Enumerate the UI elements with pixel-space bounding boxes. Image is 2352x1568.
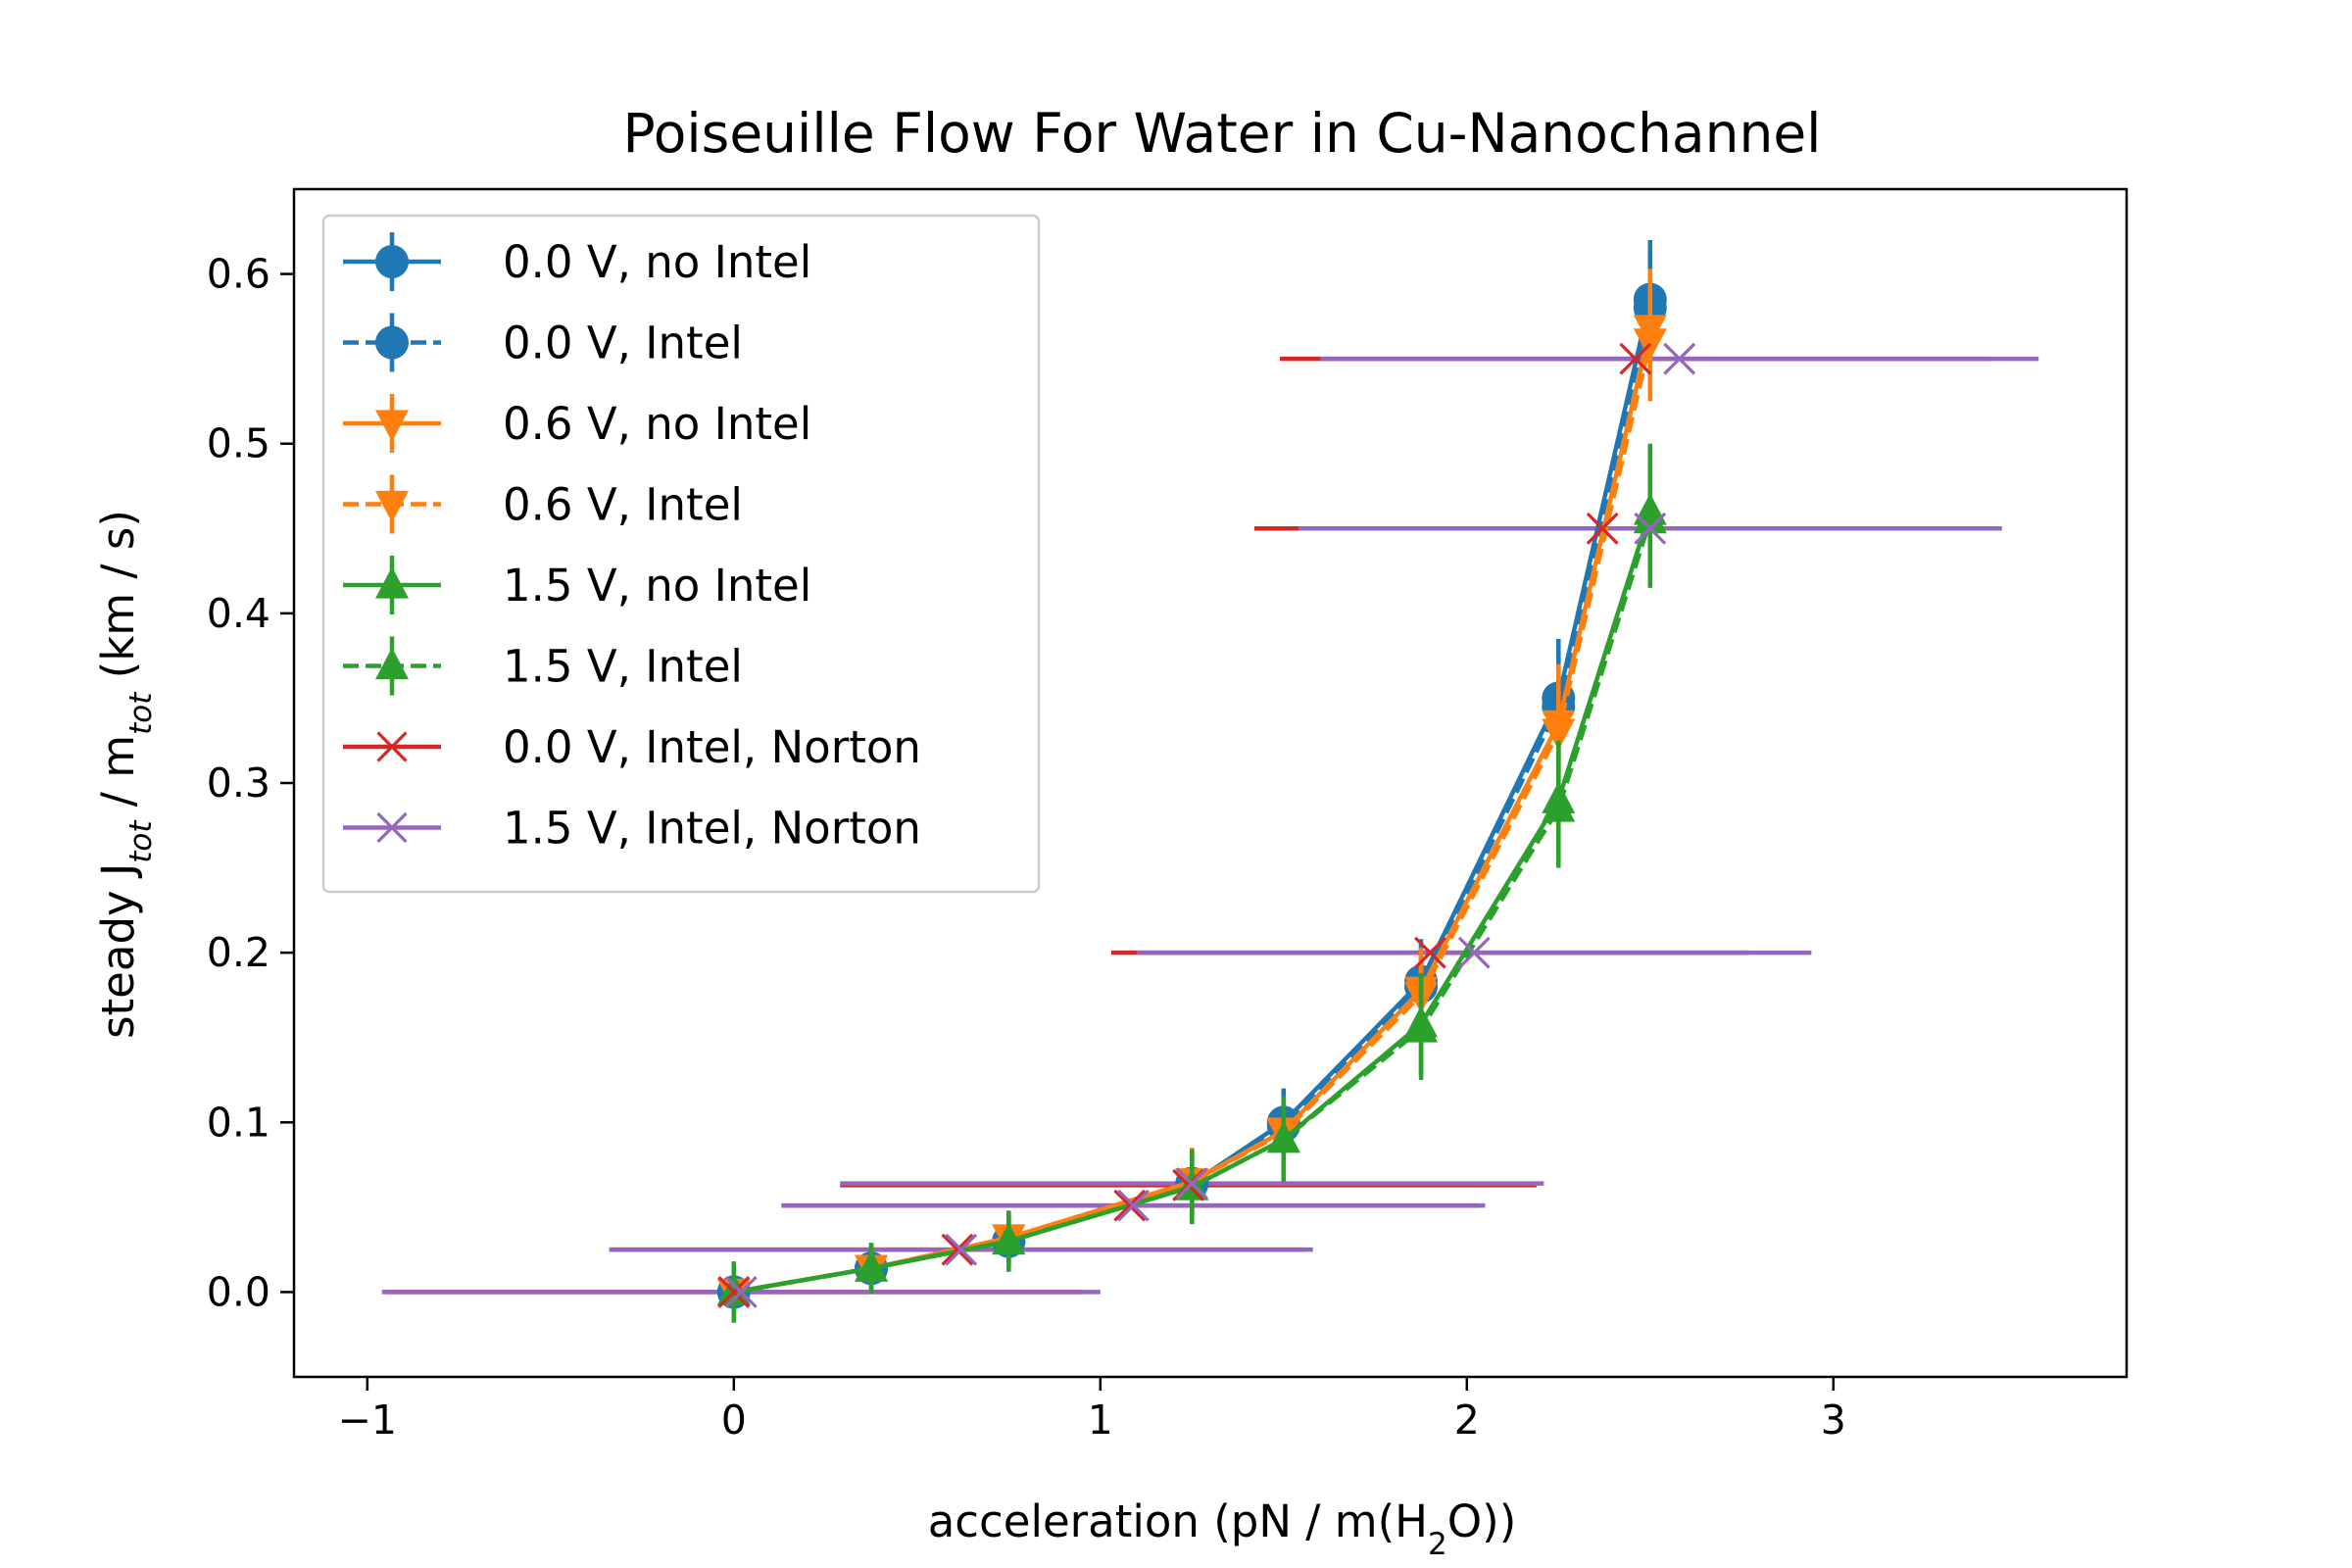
legend-entry-1-5-v-intel: 1.5 V, Intel [343, 636, 743, 696]
data-point-stroke-b [724, 1275, 758, 1308]
data-point [1413, 936, 1446, 969]
x-tick-label: −1 [338, 1396, 397, 1444]
data-point [1619, 342, 1652, 375]
legend-marker [375, 245, 409, 278]
legend-box [321, 214, 1041, 894]
legend-marker [375, 647, 409, 680]
data-point [1404, 1010, 1439, 1043]
data-point [1117, 1189, 1150, 1222]
data-point-stroke-b [1663, 342, 1696, 375]
y-tick-label: 0.3 [207, 760, 270, 807]
x-tick-label: 3 [1821, 1396, 1846, 1444]
data-point-stroke-b [1586, 512, 1619, 545]
x-axis-label: acceleration (pN / m(H2O)) [928, 1495, 1517, 1562]
legend-entry-0-6-v-no-intel: 0.6 V, no Intel [343, 394, 811, 453]
series-0-0-v-intel-norton-markers [717, 342, 1652, 1308]
legend-marker-stroke-b [376, 731, 408, 762]
data-point [992, 1222, 1026, 1255]
y-tick-label: 0.4 [207, 590, 270, 637]
legend-label: 1.5 V, Intel [503, 641, 743, 693]
series-line [733, 518, 1652, 1295]
data-point-stroke-b [1175, 1167, 1208, 1200]
legend-marker [375, 490, 409, 523]
data-point-stroke-b [1117, 1189, 1150, 1222]
data-point [1633, 501, 1667, 534]
data-point [1542, 718, 1576, 751]
legend-marker-stroke-b [376, 811, 408, 844]
data-point [716, 1273, 751, 1306]
data-point [1113, 1189, 1147, 1222]
data-point-stroke-b [1457, 936, 1491, 969]
data-point-stroke-b [1634, 512, 1667, 545]
legend-label: 1.5 V, no Intel [503, 560, 811, 612]
y-tick-label: 0.6 [207, 251, 270, 298]
legend-entry-0-0-v-intel: 0.0 V, Intel [343, 313, 743, 372]
y-tick-label: 0.5 [207, 420, 270, 467]
data-point [1457, 936, 1491, 969]
data-point-stroke-b [941, 1233, 974, 1266]
data-point-stroke-b [1413, 936, 1446, 969]
data-point [1175, 1167, 1208, 1200]
legend-entry-0-6-v-intel: 0.6 V, Intel [343, 474, 743, 534]
y-tick-label: 0.2 [207, 929, 270, 976]
legend: 0.0 V, no Intel 0.0 V, Intel 0.6 V, no Int… [321, 214, 1041, 894]
data-point [1586, 512, 1619, 545]
data-point [1634, 512, 1667, 545]
data-point [945, 1233, 978, 1266]
legend-label: 0.0 V, Intel, Norton [503, 721, 921, 773]
legend-label: 0.0 V, Intel [503, 318, 743, 369]
x-tick-label: 2 [1454, 1396, 1480, 1444]
legend-entry-1-5-v-no-intel: 1.5 V, no Intel [343, 556, 811, 614]
legend-label: 1.5 V, Intel, Norton [503, 803, 921, 855]
axis-ticks: −1 0 1 2 3 0.0 0.1 0.2 0.3 0.4 0.5 0.6 [207, 251, 1846, 1444]
data-point-stroke-b [1113, 1189, 1147, 1222]
legend-marker [375, 325, 409, 360]
legend-label: 0.6 V, Intel [503, 479, 743, 531]
legend-marker [376, 731, 408, 762]
data-point [941, 1233, 974, 1266]
data-point-stroke-b [1619, 342, 1652, 375]
data-point [1266, 1120, 1300, 1153]
legend-entry-1-5-v-intel-norton: 1.5 V, Intel, Norton [343, 803, 921, 855]
y-tick-label: 0.1 [207, 1099, 270, 1146]
legend-marker [376, 811, 408, 844]
legend-marker [375, 410, 409, 442]
data-point [724, 1275, 758, 1308]
y-tick-label: 0.0 [207, 1268, 270, 1315]
legend-entry-0-0-v-intel-norton: 0.0 V, Intel, Norton [343, 721, 921, 773]
data-point [855, 1250, 889, 1282]
legend-marker [375, 566, 409, 599]
data-point-stroke-b [945, 1233, 978, 1266]
data-point [1663, 342, 1696, 375]
chart-title: Poiseuille Flow For Water in Cu-Nanochan… [623, 102, 1822, 165]
y-axis-label: steady Jtot / mtot (km / s) [92, 510, 159, 1039]
data-point [1542, 790, 1576, 822]
data-point [717, 1275, 751, 1308]
x-tick-label: 0 [721, 1396, 747, 1444]
series-1-5-v-intel-norton-markers [724, 342, 1696, 1308]
x-tick-label: 1 [1088, 1396, 1113, 1444]
legend-label: 0.0 V, no Intel [503, 236, 811, 288]
legend-label: 0.6 V, no Intel [503, 398, 811, 450]
plot-area [381, 239, 2039, 1323]
legend-entry-0-0-v-no-intel: 0.0 V, no Intel [343, 232, 811, 291]
data-point-stroke-b [717, 1275, 751, 1308]
